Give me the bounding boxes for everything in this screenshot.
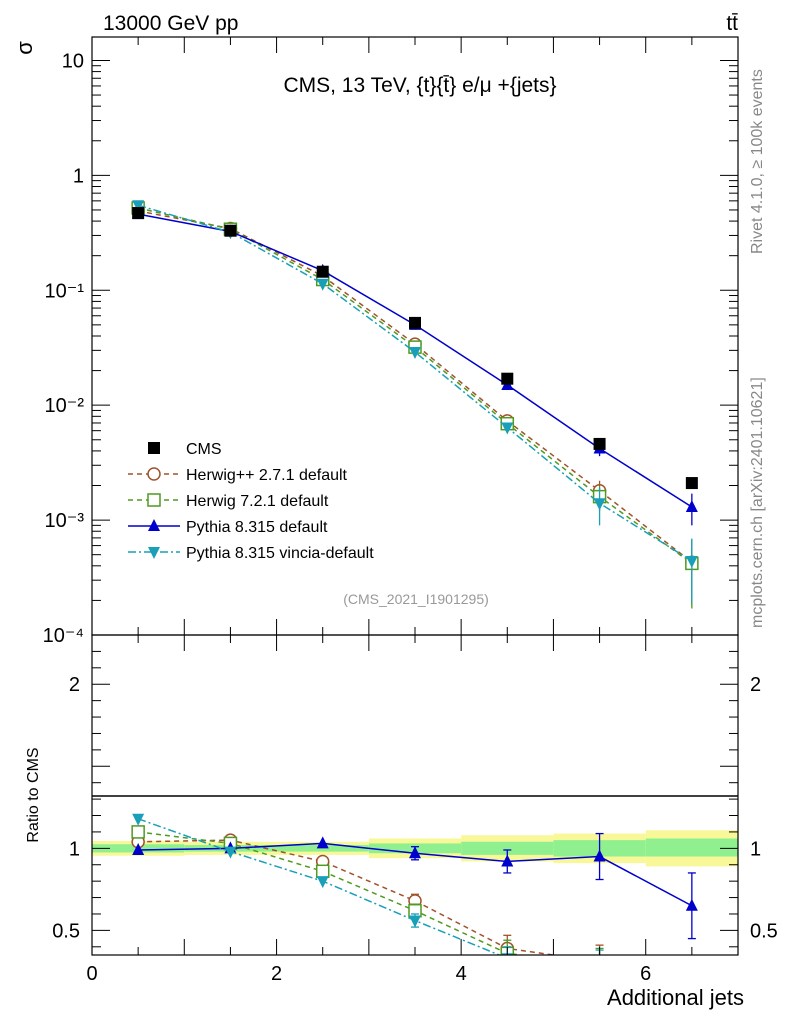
- x-tick-label: 2: [271, 963, 282, 985]
- ratio-panel: 2 2 1 1 0.5 0.5 0 2 4 6 Ratio to CMS Additional …: [25, 37, 778, 1010]
- cms-data-point: [593, 437, 606, 450]
- x-axis-label: Additional jets: [607, 985, 744, 1010]
- ratio-y-tick-label-right: 0.5: [750, 920, 778, 942]
- main-data-point: [409, 347, 421, 360]
- main-y-axis-label: σ: [12, 41, 37, 55]
- ratio-band-inner: [645, 838, 738, 857]
- main-y-tick-label: 10⁻³: [45, 510, 85, 532]
- ratio-y-tick-label-left: 1: [69, 838, 80, 860]
- legend-marker-cms: [148, 442, 160, 454]
- legend-label-0: Herwig++ 2.7.1 default: [186, 467, 348, 484]
- cms-data-point: [316, 265, 329, 278]
- x-tick-label: 0: [86, 963, 97, 985]
- process-label: tt̄: [726, 12, 738, 35]
- x-axis: 0 2 4 6: [86, 37, 739, 985]
- ratio-data-point: [224, 846, 237, 859]
- chart-title: CMS, 13 TeV, {t}{t̄} e/μ +{jets}: [283, 74, 556, 97]
- ratio-y-tick-label-right: 2: [750, 674, 761, 696]
- main-y-axis: 10 1 10⁻¹ 10⁻² 10⁻³ 10⁻⁴: [43, 50, 738, 647]
- ratio-y-axis: 2 2 1 1 0.5 0.5: [52, 634, 778, 948]
- cms-data-point: [132, 207, 145, 220]
- cms-data-point: [685, 477, 698, 490]
- main-data-point: [501, 422, 514, 435]
- ratio-data-point: [315, 864, 330, 879]
- main-y-tick-label: 10⁻¹: [45, 280, 85, 302]
- x-tick-label: 6: [640, 963, 651, 985]
- ratio-clipped-group: [131, 813, 698, 955]
- main-series-group: [131, 200, 699, 609]
- main-data-point: [685, 499, 698, 512]
- main-data-point: [132, 200, 145, 213]
- main-panel: 10 1 10⁻¹ 10⁻² 10⁻³ 10⁻⁴ CMS, 13 TeV, {t}{t̄}…: [12, 36, 739, 647]
- main-data-point: [316, 278, 329, 291]
- ratio-data-point: [131, 825, 145, 839]
- ratio-data-point: [132, 813, 145, 826]
- cms-data-point: [224, 224, 237, 237]
- ratio-series-group: [131, 813, 698, 955]
- legend-label-2: Pythia 8.315 default: [186, 519, 328, 536]
- ratio-data-point: [316, 876, 329, 889]
- legend-label-3: Pythia 8.315 vincia-default: [186, 545, 374, 562]
- main-data-point: [593, 498, 606, 511]
- cms-data-point: [409, 316, 421, 329]
- main-y-tick-label: 1: [73, 165, 84, 187]
- x-tick-label: 4: [456, 963, 467, 985]
- ratio-data-point: [409, 846, 421, 859]
- ratio-y-axis-label: Ratio to CMS: [25, 747, 42, 842]
- ratio-data-point: [685, 898, 698, 911]
- legend: CMS Herwig++ 2.7.1 default Herwig 7.2.1 de…: [128, 441, 374, 562]
- legend-marker-1: [147, 493, 161, 507]
- mcplots-label: mcplots.cern.ch [arXiv:2401.10621]: [749, 377, 766, 628]
- ratio-data-point: [593, 849, 606, 862]
- main-y-tick-label: 10⁻²: [45, 395, 85, 417]
- main-y-tick-label: 10: [62, 50, 84, 72]
- cms-data-point: [501, 372, 514, 385]
- ratio-data-point: [316, 836, 329, 849]
- rivet-version-label: Rivet 4.1.0, ≥ 100k events: [749, 69, 766, 254]
- ratio-band-inner: [461, 841, 554, 855]
- main-data-point: [685, 556, 698, 569]
- ratio-data-point: [132, 842, 145, 855]
- main-y-tick-label: 10⁻⁴: [43, 625, 84, 647]
- energy-label: 13000 GeV pp: [103, 12, 238, 35]
- ratio-data-point: [501, 854, 514, 867]
- legend-label-1: Herwig 7.2.1 default: [186, 493, 329, 510]
- reference-label: (CMS_2021_I1901295): [343, 591, 489, 607]
- ratio-y-tick-label-left: 2: [69, 674, 80, 696]
- legend-marker-2: [148, 519, 160, 531]
- ratio-data-point: [409, 915, 421, 928]
- ratio-y-tick-label-right: 1: [750, 838, 761, 860]
- legend-marker-0: [147, 467, 161, 481]
- legend-marker-3: [148, 547, 160, 559]
- legend-label-cms: CMS: [186, 441, 222, 458]
- ratio-y-tick-label-left: 0.5: [52, 920, 80, 942]
